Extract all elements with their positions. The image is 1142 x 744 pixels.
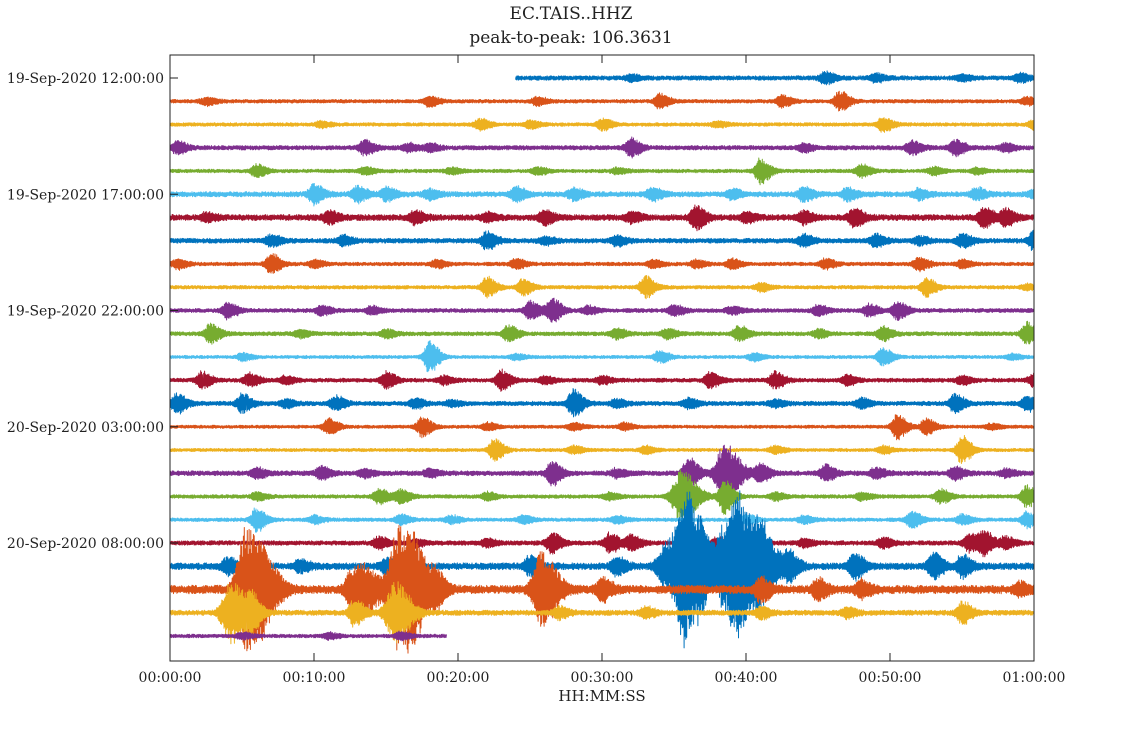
x-axis: 00:00:00 00:10:00 00:20:00 00:30:00 00:40:00… xyxy=(139,55,1066,686)
trace-6 xyxy=(169,183,1035,207)
chart-subtitle: peak-to-peak: 106.3631 xyxy=(469,28,673,48)
trace-11 xyxy=(169,297,1035,323)
x-tick-label: 00:40:00 xyxy=(715,670,778,686)
x-tick-label: 00:10:00 xyxy=(283,670,346,686)
trace-14 xyxy=(169,368,1035,392)
chart-title: EC.TAIS..HHZ xyxy=(509,4,633,24)
y-tick-label: 19-Sep-2020 17:00:00 xyxy=(7,187,164,203)
trace-1 xyxy=(515,70,1035,86)
trace-24 xyxy=(169,581,1035,645)
trace-layer xyxy=(169,70,1035,654)
y-tick-label: 20-Sep-2020 08:00:00 xyxy=(7,536,164,552)
trace-3 xyxy=(169,117,1035,133)
trace-23 xyxy=(169,525,1035,654)
trace-7 xyxy=(169,204,1035,232)
y-axis: 19-Sep-2020 12:00:00 19-Sep-2020 17:00:00… xyxy=(7,71,178,552)
trace-5 xyxy=(169,157,1035,186)
y-tick-label: 19-Sep-2020 12:00:00 xyxy=(7,71,164,87)
trace-10 xyxy=(169,275,1035,300)
x-tick-label: 00:20:00 xyxy=(427,670,490,686)
x-tick-label: 00:00:00 xyxy=(139,670,202,686)
trace-12 xyxy=(169,320,1035,345)
x-tick-label: 00:50:00 xyxy=(859,670,922,686)
trace-25 xyxy=(169,630,447,642)
trace-17 xyxy=(169,435,1035,464)
x-axis-title: HH:MM:SS xyxy=(558,687,645,705)
trace-4 xyxy=(169,136,1035,159)
trace-2 xyxy=(169,90,1035,112)
trace-18 xyxy=(169,444,1035,500)
y-tick-label: 19-Sep-2020 22:00:00 xyxy=(7,304,164,320)
trace-13 xyxy=(169,340,1035,373)
trace-22 xyxy=(169,490,1035,649)
y-tick-label: 20-Sep-2020 03:00:00 xyxy=(7,420,164,436)
trace-21 xyxy=(169,530,1035,558)
x-tick-label: 01:00:00 xyxy=(1003,670,1066,686)
trace-8 xyxy=(169,229,1035,251)
x-tick-label: 00:30:00 xyxy=(571,670,634,686)
trace-9 xyxy=(169,253,1035,274)
trace-15 xyxy=(169,388,1035,418)
trace-20 xyxy=(169,507,1035,533)
trace-16 xyxy=(169,414,1035,441)
trace-19 xyxy=(169,469,1035,524)
